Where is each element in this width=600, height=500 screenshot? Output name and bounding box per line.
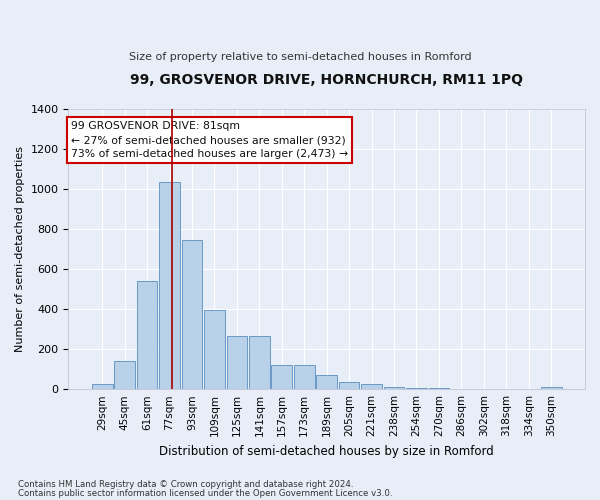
Bar xyxy=(316,375,337,389)
Text: Size of property relative to semi-detached houses in Romford: Size of property relative to semi-detach… xyxy=(128,52,472,62)
Bar xyxy=(182,240,202,389)
Bar xyxy=(541,387,562,389)
Bar xyxy=(204,310,225,389)
Bar xyxy=(361,384,382,389)
Bar xyxy=(428,388,449,389)
Bar xyxy=(384,387,404,389)
Title: 99, GROSVENOR DRIVE, HORNCHURCH, RM11 1PQ: 99, GROSVENOR DRIVE, HORNCHURCH, RM11 1P… xyxy=(130,72,523,86)
Bar xyxy=(249,336,269,389)
Text: 99 GROSVENOR DRIVE: 81sqm
← 27% of semi-detached houses are smaller (932)
73% of: 99 GROSVENOR DRIVE: 81sqm ← 27% of semi-… xyxy=(71,121,348,159)
Text: Contains HM Land Registry data © Crown copyright and database right 2024.: Contains HM Land Registry data © Crown c… xyxy=(18,480,353,489)
Bar xyxy=(115,361,135,389)
X-axis label: Distribution of semi-detached houses by size in Romford: Distribution of semi-detached houses by … xyxy=(160,444,494,458)
Bar xyxy=(339,382,359,389)
Bar xyxy=(227,336,247,389)
Y-axis label: Number of semi-detached properties: Number of semi-detached properties xyxy=(15,146,25,352)
Bar xyxy=(294,365,314,389)
Bar xyxy=(159,182,180,389)
Bar xyxy=(92,384,113,389)
Text: Contains public sector information licensed under the Open Government Licence v3: Contains public sector information licen… xyxy=(18,488,392,498)
Bar xyxy=(137,281,157,389)
Bar xyxy=(406,388,427,389)
Bar xyxy=(271,365,292,389)
